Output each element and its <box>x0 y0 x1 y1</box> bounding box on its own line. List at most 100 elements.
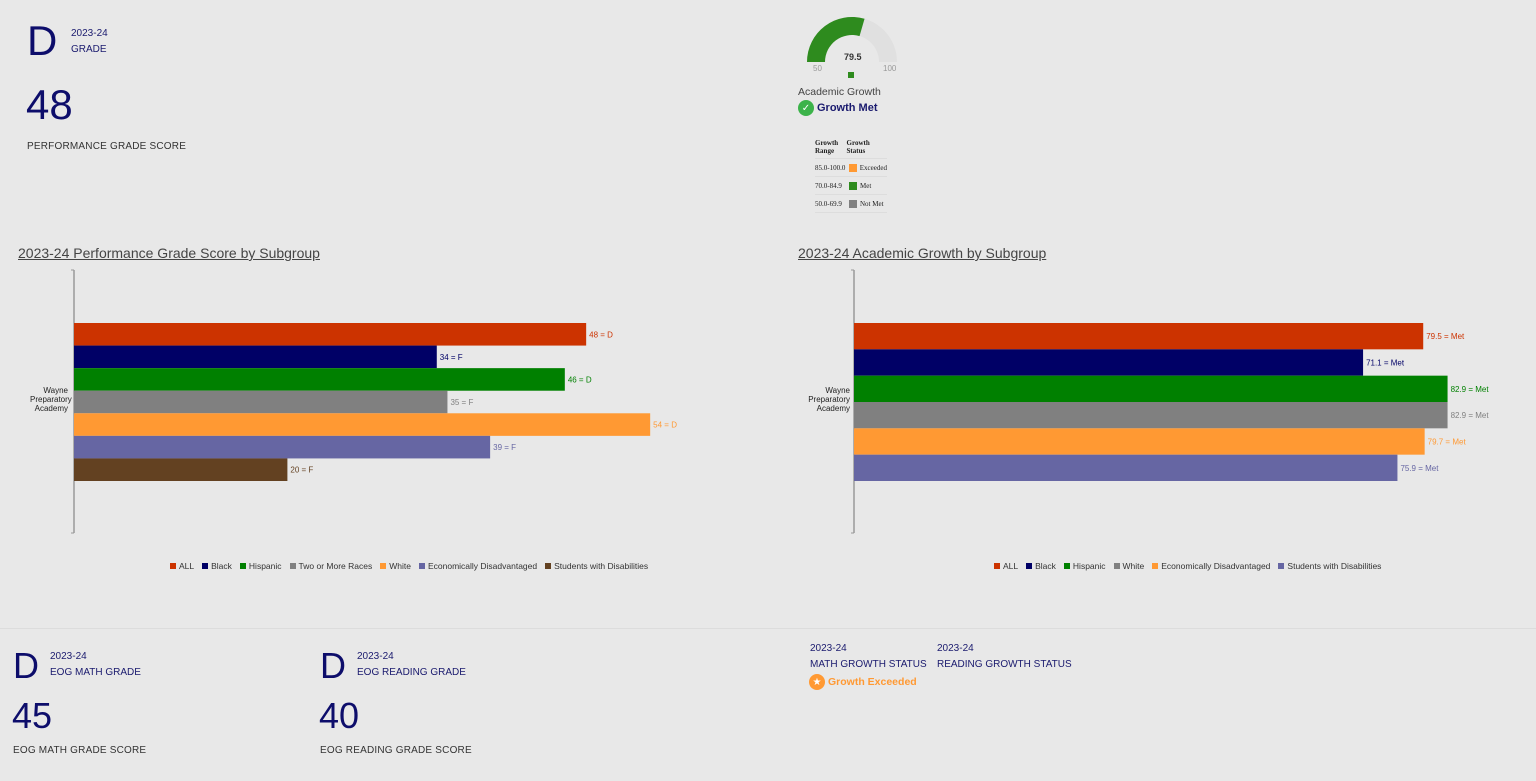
legend-swatch <box>202 563 209 569</box>
legend-item[interactable]: Black <box>1026 561 1056 571</box>
legend-swatch <box>380 563 387 569</box>
performance-bar-chart: 48 = D 34 = F 46 = D 35 = F 54 = D 39 = F 20 =… <box>71 269 677 534</box>
reading-score-label: EOG READING GRADE SCORE <box>320 745 472 756</box>
data-label: 48 = D <box>589 330 613 339</box>
legend-item[interactable]: Two or More Races <box>289 561 372 571</box>
data-label: 79.5 = Met <box>1426 332 1465 341</box>
gauge-title: Academic Growth <box>798 86 881 98</box>
legend-item[interactable]: White <box>1113 561 1144 571</box>
data-label: 79.7 = Met <box>1428 438 1467 447</box>
legend-label: Students with Disabilities <box>554 561 649 571</box>
reading-score: 40 <box>319 695 360 736</box>
growth-legend-row: 70.0-84.9 Met <box>815 177 887 195</box>
growth-status-label: Not Met <box>860 199 884 208</box>
growth-range: 70.0-84.9 <box>815 181 842 190</box>
data-label: 39 = F <box>493 443 516 452</box>
growth-status-label: Exceeded <box>859 163 887 172</box>
growth-category-label: Wayne Preparatory Academy <box>808 386 850 413</box>
legend-item[interactable]: Economically Disadvantaged <box>1152 561 1270 571</box>
bar-two-or-more-races <box>74 390 448 414</box>
status-swatch <box>849 199 857 208</box>
growth-status-text: Growth Met <box>817 102 878 114</box>
growth-legend-row: 85.0-100.0 Exceeded <box>815 159 887 177</box>
legend-swatch <box>418 563 425 569</box>
legend-swatch <box>1113 563 1120 569</box>
math-grade-label: EOG MATH GRADE <box>50 667 141 678</box>
legend-item[interactable]: Economically Disadvantaged <box>418 561 538 571</box>
legend-label: Economically Disadvantaged <box>1161 561 1271 571</box>
legend-swatch <box>289 563 296 569</box>
math-year: 2023-24 <box>50 651 87 662</box>
data-label: 35 = F <box>450 398 473 407</box>
legend-swatch <box>170 563 176 569</box>
math-score-label: EOG MATH GRADE SCORE <box>13 745 147 756</box>
legend-label: Black <box>1035 561 1056 571</box>
star-circle-icon: ★ <box>809 674 825 690</box>
data-label: 82.9 = Met <box>1451 411 1490 420</box>
bar-students-with-disabilities <box>74 458 288 481</box>
overall-grade: D <box>27 17 58 64</box>
legend-swatch <box>1063 563 1070 569</box>
data-label: 46 = D <box>568 375 592 384</box>
bar-hispanic <box>854 375 1448 402</box>
reading-grade-label: EOG READING GRADE <box>357 667 466 678</box>
growth-status: ✓ Growth Met <box>798 100 878 116</box>
legend-swatch <box>1278 563 1285 569</box>
growth-bar-chart: 79.5 = Met 71.1 = Met 82.9 = Met 82.9 = Met… <box>851 269 1490 534</box>
legend-swatch <box>1026 563 1033 569</box>
growth-legend-table: Growth Range Growth Status 85.0-100.0 Exc… <box>815 139 887 213</box>
legend-label: Economically Disadvantaged <box>427 561 538 571</box>
gauge-marker <box>848 72 854 78</box>
bar-black <box>854 349 1364 376</box>
legend-swatch <box>545 563 552 569</box>
bar-economically-disadvantaged <box>854 428 1425 455</box>
legend-swatch <box>1152 563 1159 569</box>
gauge-max: 100 <box>883 64 897 73</box>
legend-item[interactable]: Hispanic <box>1063 561 1106 571</box>
reading-growth-year: 2023-24 <box>937 643 974 654</box>
reading-growth-label: READING GROWTH STATUS <box>937 659 1072 670</box>
bar-all <box>854 323 1424 350</box>
legend-item[interactable]: ALL <box>170 561 194 571</box>
math-growth-year: 2023-24 <box>810 643 847 654</box>
reading-grade: D <box>320 645 346 686</box>
bar-all <box>74 323 587 346</box>
bar-students-with-disabilities <box>854 454 1398 481</box>
legend-swatch <box>994 563 1000 569</box>
data-label: 75.9 = Met <box>1400 464 1439 473</box>
growth-chart-title: 2023-24 Academic Growth by Subgroup <box>798 245 1047 261</box>
th-range: Growth Range <box>815 139 839 155</box>
legend-item[interactable]: Students with Disabilities <box>1278 561 1381 571</box>
overall-score: 48 <box>26 81 73 128</box>
overall-year: 2023-24 <box>71 28 108 39</box>
legend-item[interactable]: ALL <box>994 561 1018 571</box>
legend-label: White <box>389 561 411 571</box>
legend-swatch <box>239 563 246 569</box>
gauge-fill <box>807 16 865 63</box>
data-label: 82.9 = Met <box>1451 385 1490 394</box>
legend-item[interactable]: Black <box>202 561 232 571</box>
th-status: Growth Status <box>846 139 870 155</box>
growth-status-label: Met <box>860 181 872 190</box>
legend-label: Students with Disabilities <box>1287 561 1382 571</box>
overall-score-label: PERFORMANCE GRADE SCORE <box>27 141 187 152</box>
legend-item[interactable]: Students with Disabilities <box>545 561 648 571</box>
legend-label: Hispanic <box>248 561 282 571</box>
math-growth-label: MATH GROWTH STATUS <box>810 659 927 670</box>
legend-label: ALL <box>179 561 195 571</box>
bar-black <box>74 345 437 369</box>
growth-legend-row: 50.0-69.9 Not Met <box>815 195 887 213</box>
growth-gauge <box>807 16 897 78</box>
performance-chart-title: 2023-24 Performance Grade Score by Subgr… <box>18 245 320 261</box>
legend-item[interactable]: Hispanic <box>239 561 282 571</box>
bar-white <box>74 413 651 436</box>
performance-legend: ALL Black Hispanic Two or More Races White Ec… <box>170 561 648 571</box>
legend-item[interactable]: White <box>380 561 411 571</box>
reading-year: 2023-24 <box>357 651 394 662</box>
legend-label: Hispanic <box>1072 561 1106 571</box>
legend-label: ALL <box>1003 561 1019 571</box>
data-label: 71.1 = Met <box>1366 359 1405 368</box>
math-grade: D <box>13 645 39 686</box>
check-circle-icon: ✓ <box>798 100 814 116</box>
bar-hispanic <box>74 368 565 391</box>
